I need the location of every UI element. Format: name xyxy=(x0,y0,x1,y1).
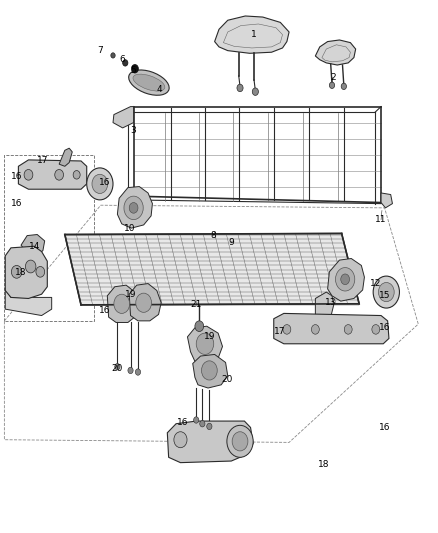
Polygon shape xyxy=(193,354,228,388)
Polygon shape xyxy=(107,285,139,322)
Circle shape xyxy=(131,64,138,73)
Polygon shape xyxy=(381,193,392,208)
Circle shape xyxy=(195,321,204,332)
Polygon shape xyxy=(315,40,356,65)
Polygon shape xyxy=(59,148,72,166)
Circle shape xyxy=(252,88,258,95)
Circle shape xyxy=(111,53,115,58)
Polygon shape xyxy=(167,421,253,463)
Circle shape xyxy=(311,325,319,334)
Text: 16: 16 xyxy=(177,418,189,426)
Text: 4: 4 xyxy=(157,85,162,94)
Circle shape xyxy=(344,325,352,334)
Circle shape xyxy=(87,168,113,200)
Text: 20: 20 xyxy=(112,365,123,373)
Circle shape xyxy=(24,169,33,180)
Text: 17: 17 xyxy=(37,157,49,165)
Polygon shape xyxy=(21,235,45,257)
Polygon shape xyxy=(65,233,359,305)
Text: 16: 16 xyxy=(99,306,110,314)
Circle shape xyxy=(92,174,108,193)
Text: 21: 21 xyxy=(191,301,202,309)
Polygon shape xyxy=(328,259,364,301)
Text: 7: 7 xyxy=(97,46,103,55)
Text: 18: 18 xyxy=(15,269,27,277)
Circle shape xyxy=(237,84,243,92)
Text: 16: 16 xyxy=(11,173,22,181)
Circle shape xyxy=(196,333,214,354)
Circle shape xyxy=(135,369,141,375)
Circle shape xyxy=(73,171,80,179)
Text: 16: 16 xyxy=(99,178,110,187)
Text: 10: 10 xyxy=(124,224,135,232)
Text: 16: 16 xyxy=(379,423,390,432)
Text: 13: 13 xyxy=(325,298,336,307)
Text: 12: 12 xyxy=(370,279,381,288)
Text: 20: 20 xyxy=(221,375,233,384)
Text: 16: 16 xyxy=(379,324,390,332)
Circle shape xyxy=(372,325,380,334)
Polygon shape xyxy=(215,16,289,53)
Text: 2: 2 xyxy=(330,73,336,82)
Circle shape xyxy=(174,432,187,448)
Polygon shape xyxy=(129,284,161,321)
Circle shape xyxy=(55,169,64,180)
Circle shape xyxy=(227,425,253,457)
Text: 9: 9 xyxy=(228,238,234,247)
Circle shape xyxy=(25,260,36,273)
Text: 17: 17 xyxy=(274,327,285,336)
Ellipse shape xyxy=(133,74,165,91)
Circle shape xyxy=(200,421,205,427)
Text: 18: 18 xyxy=(318,461,329,469)
Circle shape xyxy=(114,294,130,313)
Polygon shape xyxy=(5,246,47,298)
Circle shape xyxy=(283,325,291,334)
Circle shape xyxy=(232,432,248,451)
Ellipse shape xyxy=(129,70,169,95)
Circle shape xyxy=(123,60,128,66)
Circle shape xyxy=(128,367,133,374)
Circle shape xyxy=(373,276,399,308)
Circle shape xyxy=(194,417,199,423)
Circle shape xyxy=(329,82,335,88)
Text: 16: 16 xyxy=(11,199,22,208)
Circle shape xyxy=(11,265,22,278)
Text: 19: 19 xyxy=(125,290,136,298)
Circle shape xyxy=(378,282,394,302)
Polygon shape xyxy=(315,292,334,332)
Text: 19: 19 xyxy=(204,333,215,341)
Polygon shape xyxy=(18,160,87,189)
Circle shape xyxy=(36,266,45,277)
Polygon shape xyxy=(117,187,152,228)
Circle shape xyxy=(136,293,152,312)
Text: 8: 8 xyxy=(211,231,217,240)
Text: 1: 1 xyxy=(251,30,257,39)
Polygon shape xyxy=(274,313,389,344)
Circle shape xyxy=(341,274,350,285)
Polygon shape xyxy=(113,107,134,128)
Circle shape xyxy=(341,83,346,90)
Circle shape xyxy=(207,423,212,430)
Polygon shape xyxy=(187,326,223,364)
Circle shape xyxy=(129,203,138,213)
Text: 11: 11 xyxy=(375,215,387,224)
Circle shape xyxy=(336,268,355,291)
Text: 3: 3 xyxy=(131,126,137,135)
Text: 15: 15 xyxy=(379,292,390,300)
Circle shape xyxy=(124,196,143,220)
Polygon shape xyxy=(5,288,52,316)
Circle shape xyxy=(115,364,120,370)
Text: 6: 6 xyxy=(119,55,125,64)
Text: 5: 5 xyxy=(131,66,137,75)
Circle shape xyxy=(201,361,217,380)
Text: 14: 14 xyxy=(28,242,40,251)
